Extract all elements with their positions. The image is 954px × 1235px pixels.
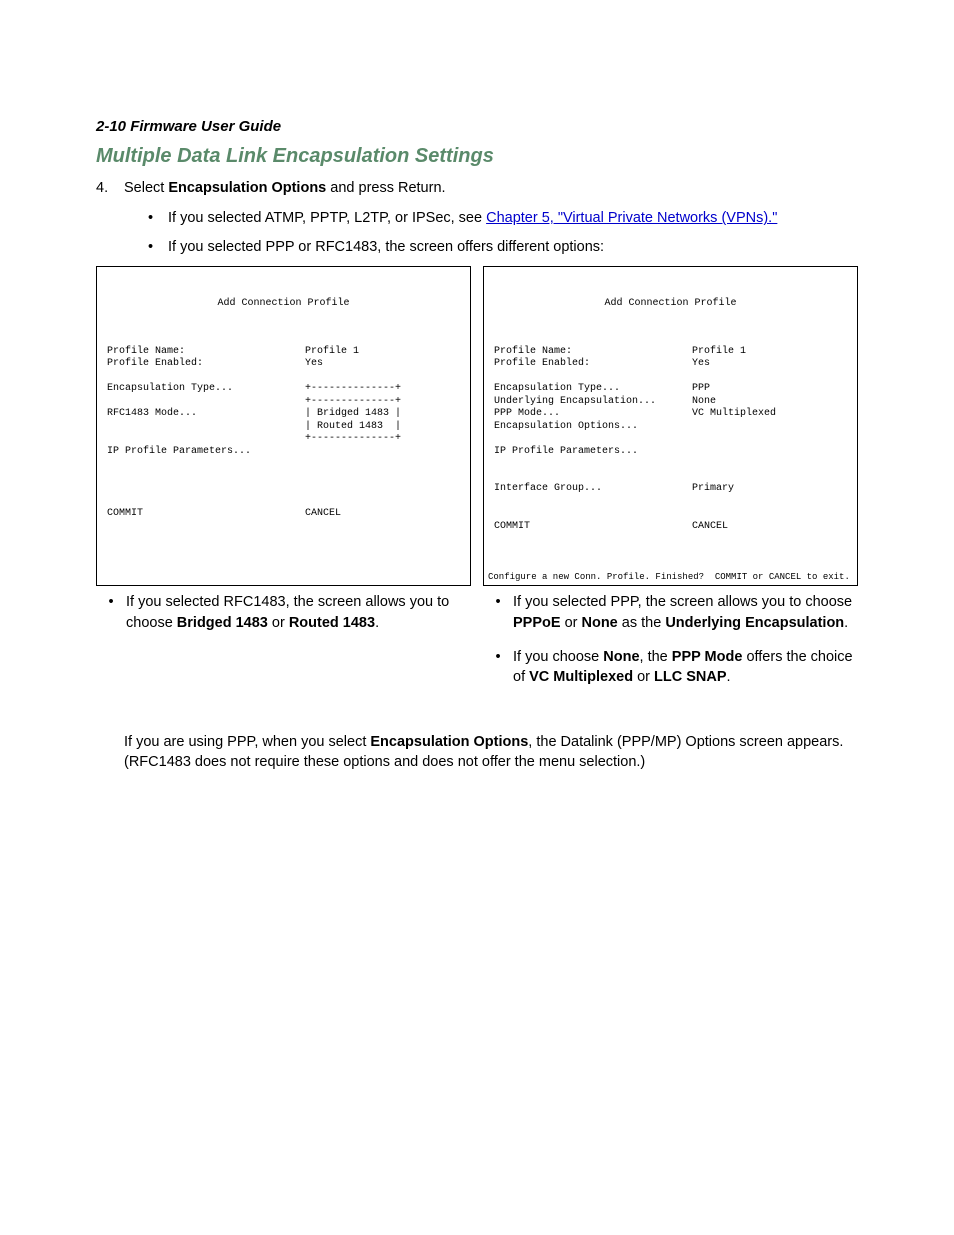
pr-profile-enabled-label: Profile Enabled: — [494, 358, 590, 369]
bullet-a-text: If you selected ATMP, PPTP, L2TP, or IPS… — [168, 208, 777, 229]
pl-menu-border-top: +--------------+ — [305, 383, 401, 394]
note-right-2-text: If you choose None, the PPP Mode offers … — [513, 647, 858, 688]
pl-commit: COMMIT — [107, 508, 143, 519]
pr-profile-enabled-value: Yes — [692, 358, 710, 369]
step-text-bold: Encapsulation Options — [168, 180, 326, 196]
pl-rfc1483-mode: RFC1483 Mode... — [107, 408, 197, 419]
page-header: 2-10 Firmware User Guide — [96, 118, 858, 135]
notes-left-col: • If you selected RFC1483, the screen al… — [96, 592, 471, 701]
nl-b1: Bridged 1483 — [177, 615, 268, 631]
pl-encap-type: Encapsulation Type... — [107, 383, 233, 394]
bullet-b-text: If you selected PPP or RFC1483, the scre… — [168, 237, 604, 258]
pr-footer: Configure a new Conn. Profile. Finished?… — [484, 572, 857, 583]
pr-interface-group-label: Interface Group... — [494, 483, 602, 494]
nr1-b2: None — [582, 615, 618, 631]
pl-profile-enabled-label: Profile Enabled: — [107, 358, 203, 369]
nr2-b1: None — [603, 649, 639, 665]
two-col-notes: • If you selected RFC1483, the screen al… — [96, 592, 858, 701]
bullet-dot: • — [483, 592, 513, 612]
bullet-a-before: If you selected ATMP, PPTP, L2TP, or IPS… — [168, 210, 486, 226]
pl-profile-enabled-value: Yes — [305, 358, 323, 369]
bullet-dot: • — [96, 592, 126, 612]
pr-encap-options: Encapsulation Options... — [494, 421, 638, 432]
panel-right-body: Profile Name: Profile 1 Profile Enabled:… — [484, 346, 857, 546]
bullet-dot: • — [148, 208, 168, 229]
pl-menu-border-mid1: +--------------+ — [305, 396, 401, 407]
panel-rfc1483: Add Connection Profile Profile Name: Pro… — [96, 266, 471, 586]
note-right-1: • If you selected PPP, the screen allows… — [483, 592, 858, 633]
pl-menu-border-bot: +--------------+ — [305, 433, 401, 444]
nl-after: . — [375, 615, 379, 631]
nr2-after: . — [727, 669, 731, 685]
pl-profile-name-value: Profile 1 — [305, 346, 359, 357]
pr-profile-name-value: Profile 1 — [692, 346, 746, 357]
pr-encap-type-value: PPP — [692, 383, 710, 394]
nr1-b3: Underlying Encapsulation — [665, 615, 844, 631]
pr-underlying-label: Underlying Encapsulation... — [494, 396, 656, 407]
nr1-before: If you selected PPP, the screen allows y… — [513, 594, 852, 610]
nr2-b2: PPP Mode — [672, 649, 743, 665]
pr-interface-group-value: Primary — [692, 483, 734, 494]
pr-pppmode-label: PPP Mode... — [494, 408, 560, 419]
para-bold: Encapsulation Options — [370, 734, 528, 750]
bullet-a: • If you selected ATMP, PPTP, L2TP, or I… — [148, 208, 858, 229]
pr-underlying-value: None — [692, 396, 716, 407]
step-text-after: and press Return. — [326, 180, 445, 196]
step-number: 4. — [96, 178, 124, 198]
nr2-before: If you choose — [513, 649, 603, 665]
nr1-m1: or — [561, 615, 582, 631]
nr1-after: . — [844, 615, 848, 631]
terminal-panels: Add Connection Profile Profile Name: Pro… — [96, 266, 858, 586]
pl-ip-profile: IP Profile Parameters... — [107, 446, 251, 457]
pl-profile-name-label: Profile Name: — [107, 346, 185, 357]
pr-cancel: CANCEL — [692, 521, 728, 532]
nl-mid: or — [268, 615, 289, 631]
pr-encap-type-label: Encapsulation Type... — [494, 383, 620, 394]
bullet-dot: • — [148, 237, 168, 258]
nr2-b4: LLC SNAP — [654, 669, 727, 685]
para-before: If you are using PPP, when you select — [124, 734, 370, 750]
final-paragraph: If you are using PPP, when you select En… — [124, 732, 858, 773]
pr-profile-name-label: Profile Name: — [494, 346, 572, 357]
panel-left-body: Profile Name: Profile 1 Profile Enabled:… — [97, 346, 470, 546]
panel-right-title: Add Connection Profile — [484, 298, 857, 311]
notes-right-col: • If you selected PPP, the screen allows… — [483, 592, 858, 701]
note-left-text: If you selected RFC1483, the screen allo… — [126, 592, 471, 633]
note-left: • If you selected RFC1483, the screen al… — [96, 592, 471, 633]
panel-ppp: Add Connection Profile Profile Name: Pro… — [483, 266, 858, 586]
pl-menu-routed: | Routed 1483 | — [305, 421, 401, 432]
nl-b2: Routed 1483 — [289, 615, 375, 631]
nr1-m2: as the — [618, 615, 666, 631]
pr-pppmode-value: VC Multiplexed — [692, 408, 776, 419]
section-title: Multiple Data Link Encapsulation Setting… — [96, 145, 858, 168]
nr1-b1: PPPoE — [513, 615, 561, 631]
pr-commit: COMMIT — [494, 521, 530, 532]
nr2-b3: VC Multiplexed — [529, 669, 633, 685]
step-text: Select Encapsulation Options and press R… — [124, 178, 446, 198]
pl-menu-bridged: | Bridged 1483 | — [305, 408, 401, 419]
note-right-2: • If you choose None, the PPP Mode offer… — [483, 647, 858, 688]
vpn-chapter-link[interactable]: Chapter 5, "Virtual Private Networks (VP… — [486, 210, 777, 226]
step-4: 4. Select Encapsulation Options and pres… — [96, 178, 858, 198]
step-text-before: Select — [124, 180, 168, 196]
bullet-dot: • — [483, 647, 513, 667]
note-right-1-text: If you selected PPP, the screen allows y… — [513, 592, 858, 633]
panel-left-title: Add Connection Profile — [97, 298, 470, 311]
nr2-m3: or — [633, 669, 654, 685]
pl-cancel: CANCEL — [305, 508, 341, 519]
page: 2-10 Firmware User Guide Multiple Data L… — [0, 0, 954, 812]
sub-bullets: • If you selected ATMP, PPTP, L2TP, or I… — [148, 208, 858, 258]
nr2-m1: , the — [640, 649, 672, 665]
pr-ip-profile: IP Profile Parameters... — [494, 446, 638, 457]
bullet-b: • If you selected PPP or RFC1483, the sc… — [148, 237, 858, 258]
